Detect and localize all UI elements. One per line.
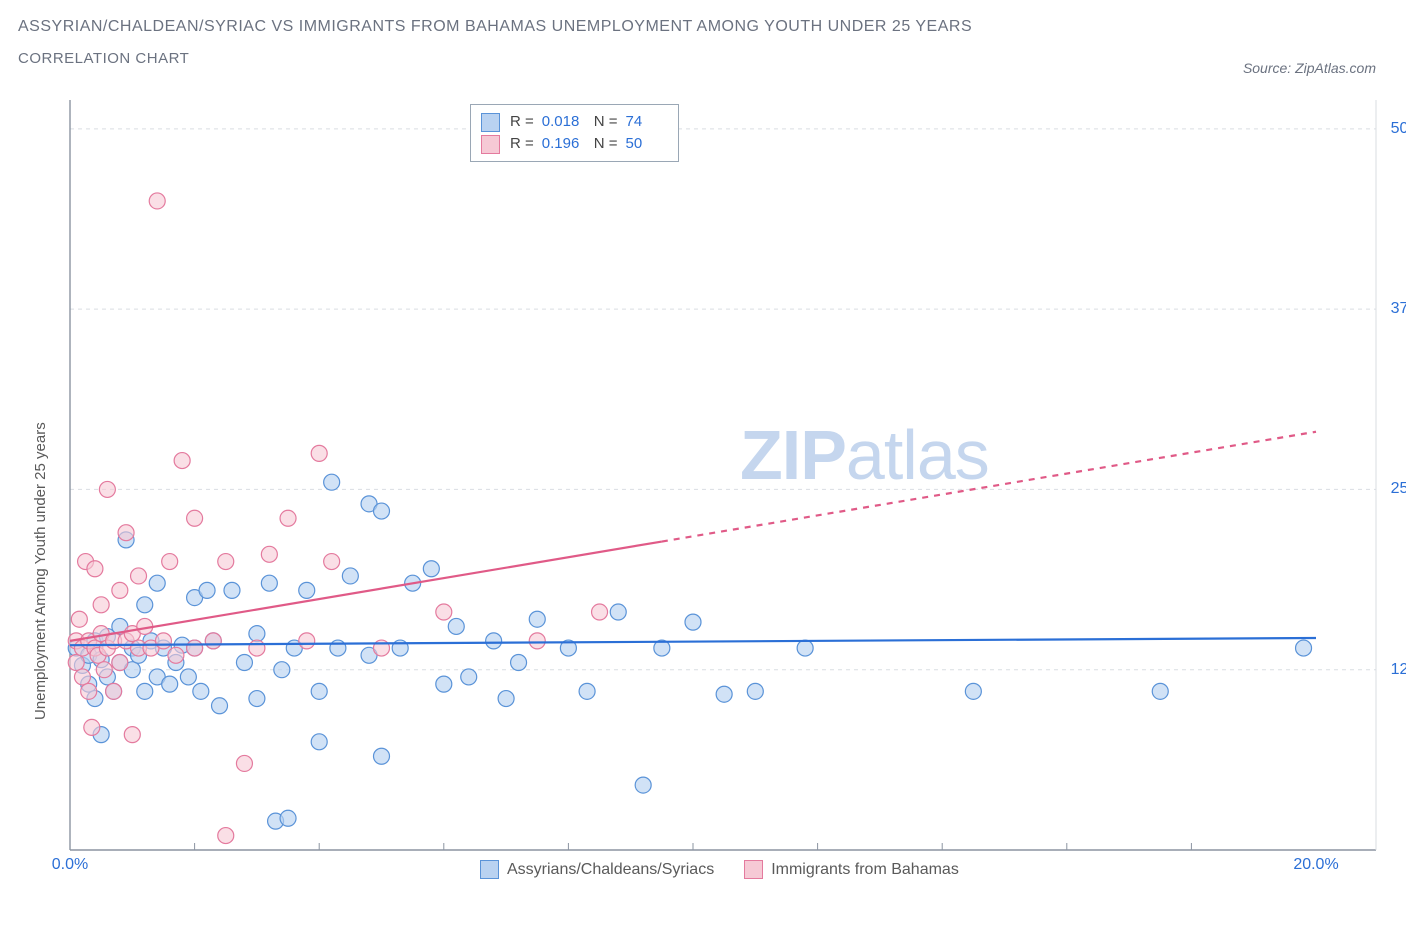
source-name: ZipAtlas.com	[1295, 60, 1376, 76]
n-label-0: N =	[594, 111, 618, 133]
legend-label-1: Immigrants from Bahamas	[771, 861, 959, 879]
r-value-0: 0.018	[542, 111, 584, 133]
legend-swatch-0	[481, 113, 500, 132]
n-value-1: 50	[626, 133, 668, 155]
legend-item-0: Assyrians/Chaldeans/Syriacs	[480, 860, 714, 879]
x-tick: 20.0%	[1293, 856, 1338, 874]
scatter-chart	[60, 100, 1380, 880]
legend-series: Assyrians/Chaldeans/Syriacs Immigrants f…	[480, 860, 959, 879]
y-tick: 12.5%	[1391, 661, 1406, 679]
source-label: Source:	[1243, 60, 1295, 76]
legend-label-0: Assyrians/Chaldeans/Syriacs	[507, 861, 714, 879]
chart-subtitle: CORRELATION CHART	[18, 50, 972, 67]
chart-title: ASSYRIAN/CHALDEAN/SYRIAC VS IMMIGRANTS F…	[18, 18, 972, 36]
legend-swatch-b0	[480, 860, 499, 879]
n-value-0: 74	[626, 111, 668, 133]
legend-swatch-b1	[744, 860, 763, 879]
r-label-0: R =	[510, 111, 534, 133]
source-attribution: Source: ZipAtlas.com	[1243, 60, 1376, 76]
r-value-1: 0.196	[542, 133, 584, 155]
legend-stats-row-1: R = 0.196 N = 50	[481, 133, 668, 155]
n-label-1: N =	[594, 133, 618, 155]
r-label-1: R =	[510, 133, 534, 155]
legend-stats: R = 0.018 N = 74 R = 0.196 N = 50	[470, 104, 679, 162]
y-tick: 25.0%	[1391, 480, 1406, 498]
y-tick: 50.0%	[1391, 120, 1406, 138]
y-axis-label: Unemployment Among Youth under 25 years	[32, 422, 49, 720]
y-tick: 37.5%	[1391, 300, 1406, 318]
chart-area: ZIPatlas Unemployment Among Youth under …	[60, 100, 1380, 880]
legend-item-1: Immigrants from Bahamas	[744, 860, 959, 879]
legend-stats-row-0: R = 0.018 N = 74	[481, 111, 668, 133]
chart-title-block: ASSYRIAN/CHALDEAN/SYRIAC VS IMMIGRANTS F…	[18, 18, 972, 67]
legend-swatch-1	[481, 135, 500, 154]
x-tick: 0.0%	[52, 856, 88, 874]
